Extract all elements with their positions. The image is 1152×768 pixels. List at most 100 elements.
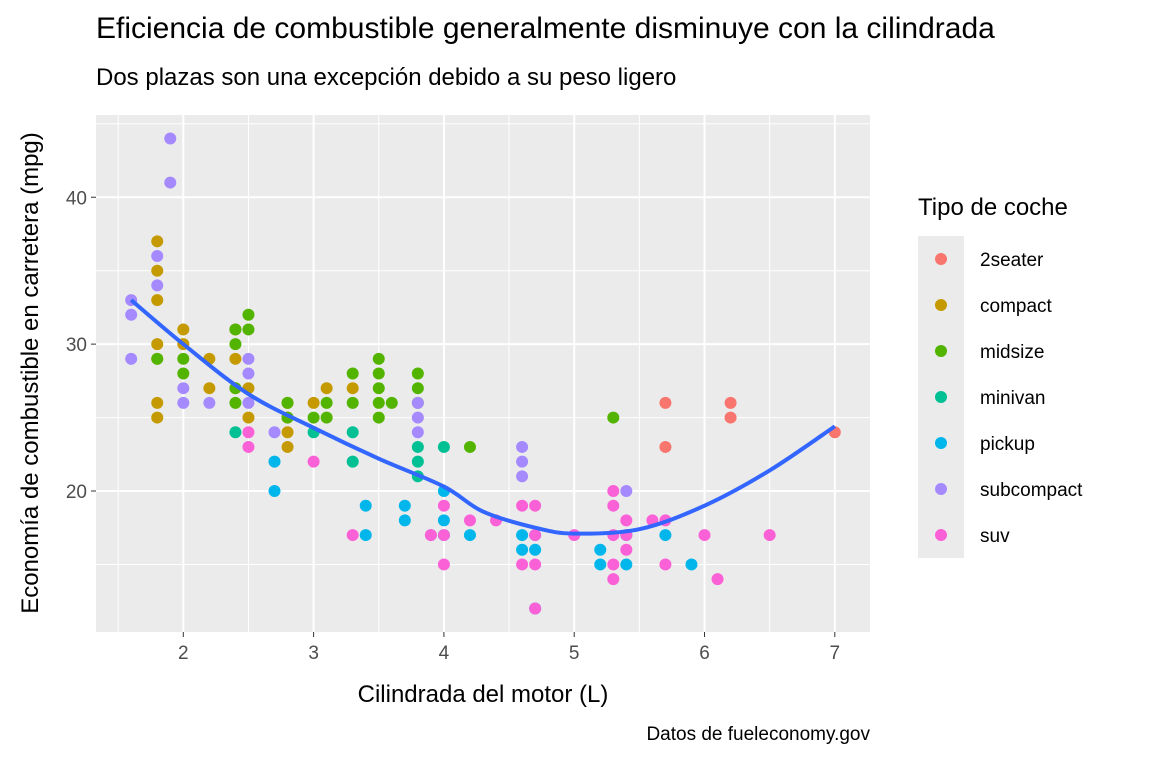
point-subcompact: [125, 352, 138, 365]
point-suv: [529, 558, 542, 571]
point-midsize: [242, 308, 255, 321]
point-midsize: [411, 382, 424, 395]
point-subcompact: [242, 396, 255, 409]
point-suv: [529, 602, 542, 615]
point-pickup: [398, 514, 411, 527]
point-suv: [242, 426, 255, 439]
point-compact: [320, 382, 333, 395]
point-subcompact: [151, 279, 164, 292]
point-midsize: [372, 396, 385, 409]
point-suv: [763, 529, 776, 542]
legend-label-subcompact: subcompact: [980, 480, 1083, 501]
point-minivan: [411, 455, 424, 468]
point-suv: [437, 529, 450, 542]
point-subcompact: [177, 396, 190, 409]
point-suv: [659, 558, 672, 571]
y-axis-label: Economía de combustible en carretera (mp…: [17, 132, 44, 614]
x-tick-label: 3: [308, 643, 319, 664]
smooth-line: [129, 298, 836, 536]
point-suv: [346, 529, 359, 542]
point-midsize: [346, 367, 359, 380]
legend-key-2seater: [935, 253, 947, 265]
point-subcompact: [164, 132, 177, 145]
point-midsize: [281, 396, 294, 409]
point-compact: [281, 440, 294, 453]
point-subcompact: [242, 367, 255, 380]
point-minivan: [229, 426, 242, 439]
point-suv: [620, 543, 633, 556]
point-suv: [516, 558, 529, 571]
point-compact: [346, 382, 359, 395]
point-midsize: [411, 367, 424, 380]
point-minivan: [411, 440, 424, 453]
point-pickup: [594, 558, 607, 571]
point-subcompact: [411, 426, 424, 439]
legend-label-compact: compact: [980, 296, 1053, 317]
point-midsize: [372, 367, 385, 380]
legend-key-midsize: [935, 345, 947, 357]
legend-key-compact: [935, 299, 947, 311]
point-midsize: [177, 367, 190, 380]
point-midsize: [151, 352, 164, 365]
point-subcompact: [516, 440, 529, 453]
point-subcompact: [411, 396, 424, 409]
legend-key-subcompact: [935, 483, 947, 495]
point-subcompact: [516, 470, 529, 483]
point-subcompact: [242, 352, 255, 365]
legend-label-2seater: 2seater: [980, 250, 1044, 271]
point-suv: [607, 485, 620, 497]
point-subcompact: [268, 426, 281, 439]
point-suv: [711, 573, 724, 586]
point-pickup: [516, 543, 529, 556]
point-suv: [437, 499, 450, 512]
point-minivan: [346, 455, 359, 468]
x-tick-label: 5: [569, 643, 580, 664]
plot-panel: [96, 115, 870, 632]
point-midsize: [372, 411, 385, 424]
legend-label-suv: suv: [980, 526, 1010, 547]
point-subcompact: [151, 250, 164, 262]
point-pickup: [463, 529, 476, 542]
point-suv: [463, 514, 476, 527]
point-pickup: [620, 558, 633, 571]
point-midsize: [177, 352, 190, 365]
y-tick-label: 30: [66, 335, 87, 356]
x-axis-label: Cilindrada del motor (L): [358, 681, 609, 708]
point-subcompact: [125, 308, 138, 321]
point-midsize: [229, 396, 242, 409]
point-compact: [151, 411, 164, 424]
point-midsize: [229, 323, 242, 336]
point-compact: [151, 396, 164, 409]
legend-label-minivan: minivan: [980, 388, 1045, 409]
point-suv: [607, 573, 620, 586]
point-subcompact: [164, 176, 177, 189]
point-2seater: [659, 396, 672, 409]
point-compact: [307, 396, 320, 409]
point-2seater: [659, 440, 672, 453]
point-pickup: [359, 499, 372, 512]
y-tick-label: 40: [66, 188, 87, 209]
point-2seater: [724, 411, 737, 424]
point-midsize: [385, 396, 398, 409]
legend-key-pickup: [935, 437, 947, 449]
point-suv: [698, 529, 711, 542]
point-midsize: [607, 411, 620, 424]
legend-key-suv: [935, 529, 947, 541]
point-suv: [516, 499, 529, 512]
x-tick-label: 7: [830, 643, 841, 664]
point-suv: [607, 499, 620, 512]
point-midsize: [463, 440, 476, 453]
x-tick-label: 4: [439, 643, 450, 664]
point-minivan: [346, 426, 359, 439]
point-pickup: [659, 529, 672, 542]
legend: Tipo de coche 2seater compact midsize miniv…: [918, 194, 1083, 558]
point-suv: [529, 499, 542, 512]
legend-title: Tipo de coche: [918, 194, 1068, 221]
point-suv: [307, 455, 320, 468]
point-midsize: [372, 352, 385, 365]
point-midsize: [320, 411, 333, 424]
legend-label-pickup: pickup: [980, 434, 1035, 455]
point-suv: [242, 440, 255, 453]
point-suv: [437, 558, 450, 571]
